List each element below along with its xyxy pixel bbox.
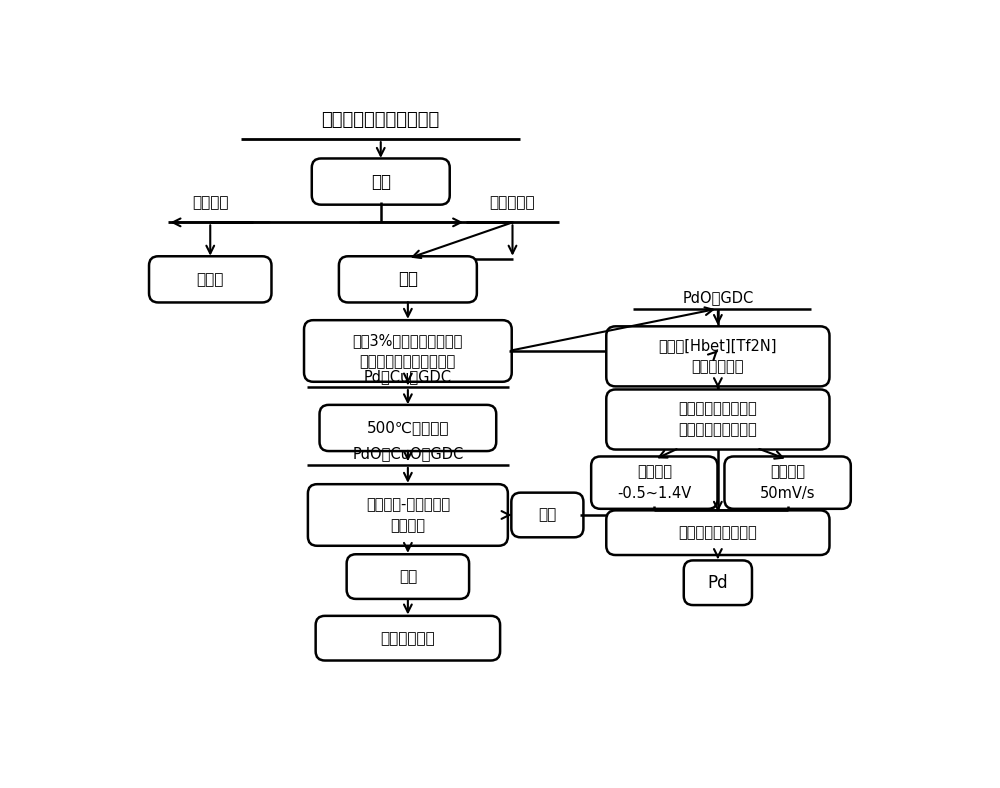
- Text: 退役固体氧化物燃料电池: 退役固体氧化物燃料电池: [322, 111, 440, 129]
- Text: PdO、CuO、GDC: PdO、CuO、GDC: [352, 447, 464, 462]
- Text: 电位窗口
-0.5~1.4V: 电位窗口 -0.5~1.4V: [617, 465, 691, 500]
- Text: 后处理: 后处理: [197, 272, 224, 287]
- FancyBboxPatch shape: [312, 158, 450, 205]
- Text: 氯化胆碱-乙二醇中浸
泡、过滤: 氯化胆碱-乙二醇中浸 泡、过滤: [366, 497, 450, 533]
- FancyBboxPatch shape: [339, 256, 477, 303]
- FancyBboxPatch shape: [684, 560, 752, 605]
- FancyBboxPatch shape: [724, 456, 851, 509]
- Text: 滤液: 滤液: [399, 569, 417, 584]
- Text: Pd: Pd: [708, 574, 728, 592]
- FancyBboxPatch shape: [149, 256, 271, 303]
- FancyBboxPatch shape: [606, 511, 829, 555]
- FancyBboxPatch shape: [591, 456, 717, 509]
- FancyBboxPatch shape: [606, 389, 829, 449]
- Text: 粉碎: 粉碎: [398, 270, 418, 288]
- Text: 拆解: 拆解: [371, 173, 391, 191]
- Text: Pd、Cu、GDC: Pd、Cu、GDC: [364, 369, 452, 384]
- Text: 离心分离、洗涤干燥: 离心分离、洗涤干燥: [678, 525, 757, 541]
- FancyBboxPatch shape: [308, 484, 508, 546]
- Text: 金属外壳: 金属外壳: [192, 195, 228, 210]
- Text: 构建三电极体系，利
用浸取液进行电沉积: 构建三电极体系，利 用浸取液进行电沉积: [678, 402, 757, 437]
- Text: 使用3%辛基酚聚氧乙烯醚
去除有机物、过滤、干燥: 使用3%辛基酚聚氧乙烯醚 去除有机物、过滤、干燥: [353, 333, 463, 369]
- FancyBboxPatch shape: [320, 405, 496, 451]
- FancyBboxPatch shape: [347, 554, 469, 599]
- Text: PdO、GDC: PdO、GDC: [682, 290, 754, 305]
- Text: 单电池结构: 单电池结构: [490, 195, 535, 210]
- FancyBboxPatch shape: [316, 616, 500, 660]
- Text: 滤渣: 滤渣: [538, 507, 556, 522]
- Text: 扫描速率
50mV/s: 扫描速率 50mV/s: [760, 465, 815, 500]
- FancyBboxPatch shape: [511, 492, 583, 537]
- FancyBboxPatch shape: [606, 326, 829, 386]
- Text: 过滤，[Hbet][Tf2N]
离子液体浸泡: 过滤，[Hbet][Tf2N] 离子液体浸泡: [659, 338, 777, 374]
- FancyBboxPatch shape: [304, 320, 512, 381]
- Text: 500℃轻度灼烧: 500℃轻度灼烧: [367, 421, 449, 436]
- Text: 电沉积后处理: 电沉积后处理: [380, 630, 435, 645]
